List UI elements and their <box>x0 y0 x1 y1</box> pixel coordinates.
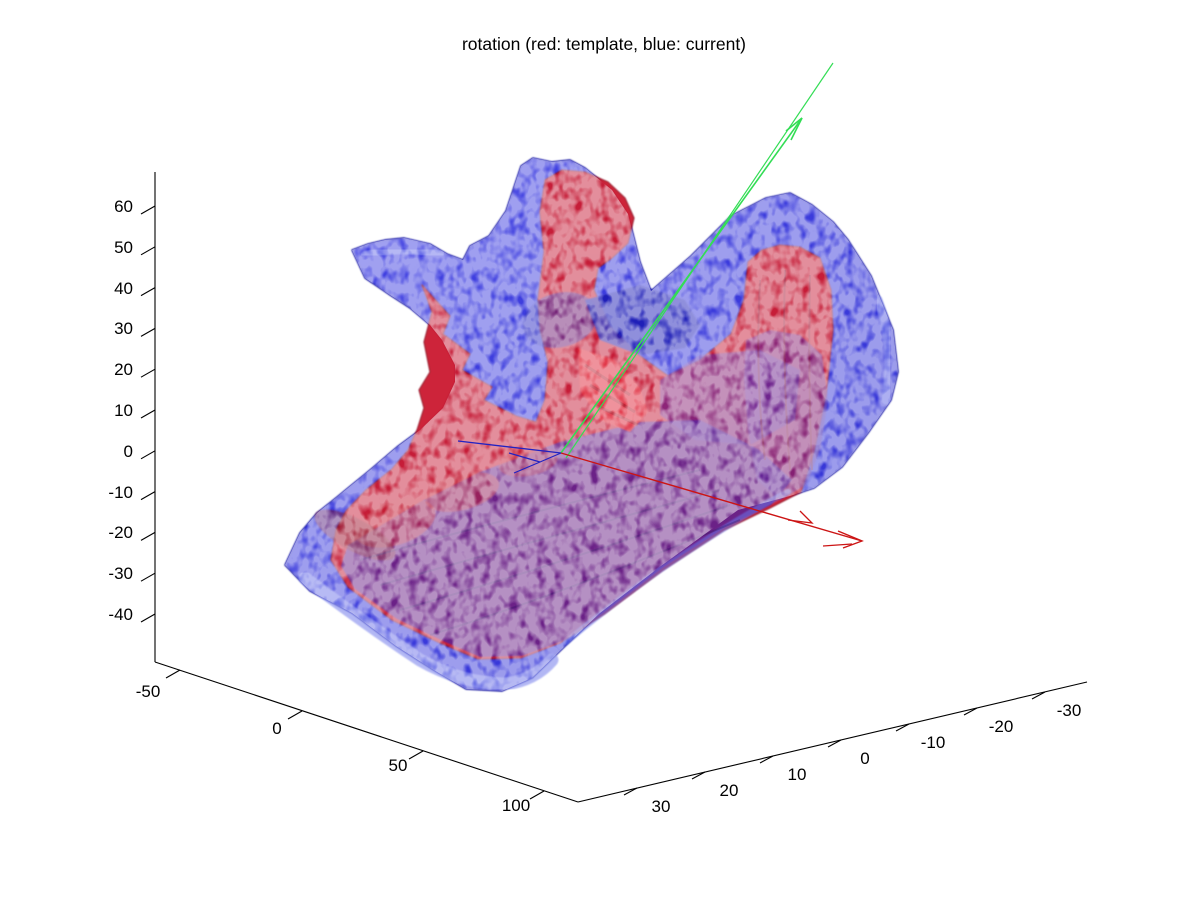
green-arrow <box>560 62 834 459</box>
lower-right-rim-highlight <box>563 489 791 645</box>
blue-arrow-line <box>457 440 562 454</box>
y-tick <box>623 787 638 796</box>
x-axis: -50 0 50 100 <box>136 661 579 815</box>
z-axis-ticks <box>140 205 156 623</box>
surfaces <box>284 157 899 692</box>
z-tick-label: 60 <box>114 197 133 216</box>
z-axis: 60 50 40 30 20 10 0 -10 -20 -30 -40 <box>108 172 156 662</box>
z-tick <box>140 287 156 297</box>
y-axis-line <box>577 681 1088 803</box>
z-tick <box>140 246 156 256</box>
x-tick <box>165 669 181 679</box>
y-tick <box>1031 691 1046 700</box>
green-arrow-line <box>560 117 803 454</box>
y-axis: 30 20 10 0 -10 -20 -30 <box>577 681 1088 816</box>
y-axis-ticks <box>623 691 1046 796</box>
z-tick-label: 30 <box>114 319 133 338</box>
surface-speckle-texture <box>285 158 898 691</box>
y-tick <box>759 755 774 764</box>
red-arrow-mid-barb <box>787 510 814 524</box>
y-tick-label: 10 <box>788 765 807 784</box>
x-axis-labels: -50 0 50 100 <box>136 682 530 815</box>
z-tick-label: 40 <box>114 279 133 298</box>
z-tick <box>140 613 156 623</box>
z-tick <box>140 450 156 460</box>
x-tick-label: 50 <box>389 756 408 775</box>
y-tick <box>827 739 842 748</box>
z-tick-label: 10 <box>114 401 133 420</box>
z-axis-labels: 60 50 40 30 20 10 0 -10 -20 -30 -40 <box>108 197 133 624</box>
y-tick-label: -20 <box>989 717 1014 736</box>
y-tick-label: -30 <box>1057 701 1082 720</box>
z-tick-label: 50 <box>114 238 133 257</box>
z-tick <box>140 572 156 582</box>
green-arrow-head <box>785 117 803 141</box>
x-tick-label: -50 <box>136 682 161 701</box>
z-tick-label: -20 <box>108 523 133 542</box>
y-axis-labels: 30 20 10 0 -10 -20 -30 <box>652 701 1082 816</box>
red-arrow-head <box>837 530 864 549</box>
red-arrow-line <box>560 452 863 542</box>
z-tick <box>140 205 156 215</box>
y-tick <box>895 723 910 732</box>
y-tick-label: 20 <box>720 781 739 800</box>
x-axis-ticks <box>165 669 545 800</box>
z-tick-label: 20 <box>114 360 133 379</box>
blue-arrow <box>457 440 562 474</box>
y-tick-label: -10 <box>921 733 946 752</box>
x-tick-label: 100 <box>502 796 530 815</box>
z-tick <box>140 491 156 501</box>
x-tick <box>408 750 424 760</box>
x-tick <box>287 710 303 720</box>
z-tick-label: 0 <box>124 442 133 461</box>
y-tick-label: 0 <box>860 749 869 768</box>
z-tick <box>140 409 156 419</box>
x-tick-label: 0 <box>272 719 281 738</box>
z-tick <box>140 531 156 541</box>
blue-arrow-head <box>508 452 562 474</box>
red-arrow-tip-barb <box>822 543 853 547</box>
y-tick-label: 30 <box>652 797 671 816</box>
plot-title: rotation (red: template, blue: current) <box>462 34 746 54</box>
x-axis-line <box>154 661 579 803</box>
x-tick <box>529 790 545 800</box>
z-tick-label: -40 <box>108 605 133 624</box>
y-tick <box>963 707 978 716</box>
y-tick <box>691 771 706 780</box>
z-tick <box>140 327 156 337</box>
z-tick-label: -10 <box>108 483 133 502</box>
z-tick-label: -30 <box>108 564 133 583</box>
z-tick <box>140 368 156 378</box>
red-arrow <box>560 452 864 549</box>
